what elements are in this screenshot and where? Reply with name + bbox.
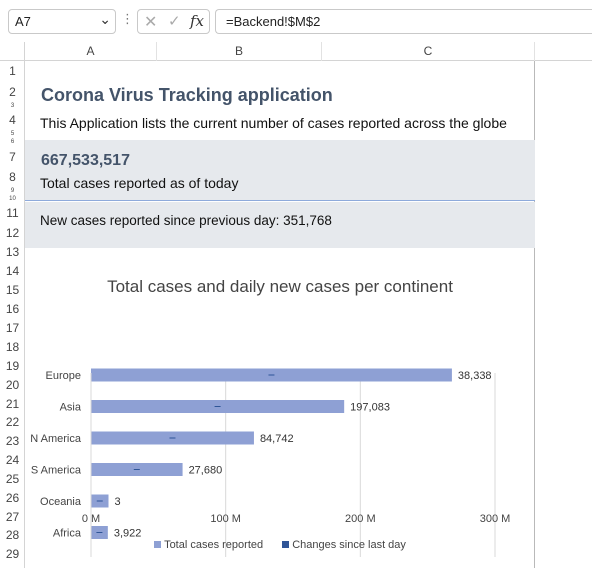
row-header-5[interactable]: 5 bbox=[10, 131, 15, 137]
x-tick-label: 100 M bbox=[210, 513, 241, 525]
legend-label-change: Changes since last day bbox=[292, 539, 406, 551]
column-headers: A B C bbox=[25, 42, 592, 61]
row-header-28[interactable]: 28 bbox=[5, 528, 20, 542]
category-label: Asia bbox=[60, 402, 82, 414]
row-header-8[interactable]: 8 bbox=[9, 170, 16, 184]
formula-bar: A7 ⌄ ⋮ ✕ ✓ fx =Backend!$M$2 bbox=[0, 0, 592, 42]
row-header-1[interactable]: 1 bbox=[9, 64, 16, 78]
data-label: 38,338 bbox=[458, 370, 492, 382]
data-label: 197,083 bbox=[350, 402, 390, 414]
row-header-12[interactable]: 12 bbox=[5, 226, 20, 240]
chevron-down-icon[interactable]: ⌄ bbox=[99, 11, 111, 27]
row-header-21[interactable]: 21 bbox=[5, 397, 20, 411]
bar-change bbox=[214, 406, 221, 407]
name-box-value[interactable]: A7 bbox=[15, 14, 31, 29]
row-header-27[interactable]: 27 bbox=[5, 510, 20, 524]
data-label: 3 bbox=[115, 496, 121, 508]
row-header-11[interactable]: 11 bbox=[6, 206, 19, 220]
row-header-9[interactable]: 9 bbox=[10, 188, 15, 194]
row-header-15[interactable]: 15 bbox=[5, 283, 20, 297]
select-all-corner[interactable] bbox=[0, 42, 25, 61]
data-label: 3,922 bbox=[114, 528, 142, 540]
total-cases-label: Total cases reported as of today bbox=[40, 175, 239, 191]
bar-change bbox=[96, 500, 103, 502]
row-header-19[interactable]: 19 bbox=[5, 359, 20, 373]
column-header-a[interactable]: A bbox=[25, 42, 157, 61]
row-header-7[interactable]: 7 bbox=[9, 150, 16, 164]
formula-buttons: ✕ ✓ fx bbox=[137, 9, 210, 34]
more-options-icon[interactable]: ⋮ bbox=[121, 11, 134, 26]
cancel-icon[interactable]: ✕ bbox=[144, 14, 158, 31]
legend-item-total: Total cases reported bbox=[154, 539, 263, 551]
row-headers: 1 2 3 4 5 6 7 8 9 10 11 12 13 14 15 16 17 18 19 20 21 22 23 24 2… bbox=[0, 61, 25, 568]
row-header-20[interactable]: 20 bbox=[5, 378, 20, 392]
data-label: 84,742 bbox=[260, 433, 294, 445]
enter-icon[interactable]: ✓ bbox=[168, 13, 181, 30]
chart-legend: Total cases reported Changes since last … bbox=[25, 539, 535, 551]
row-header-14[interactable]: 14 bbox=[5, 264, 20, 278]
row-header-4[interactable]: 4 bbox=[9, 113, 16, 127]
page-title: Corona Virus Tracking application bbox=[41, 85, 333, 105]
row-header-22[interactable]: 22 bbox=[5, 415, 20, 429]
category-label: Europe bbox=[46, 370, 81, 382]
row-header-26[interactable]: 26 bbox=[5, 491, 20, 505]
new-cases-panel: New cases reported since previous day: 3… bbox=[25, 202, 535, 248]
row-header-10[interactable]: 10 bbox=[9, 196, 16, 202]
bar-change bbox=[169, 437, 176, 439]
formula-input[interactable]: =Backend!$M$2 bbox=[215, 9, 592, 34]
new-cases-text: New cases reported since previous day: 3… bbox=[40, 213, 332, 228]
bar-change bbox=[96, 532, 103, 533]
name-box[interactable]: A7 ⌄ bbox=[8, 9, 116, 34]
x-tick-label: 300 M bbox=[480, 513, 511, 525]
row-header-6[interactable]: 6 bbox=[10, 139, 15, 145]
row-header-17[interactable]: 17 bbox=[5, 321, 20, 335]
sheet-content: Corona Virus Tracking application This A… bbox=[25, 61, 535, 568]
row-header-25[interactable]: 25 bbox=[5, 472, 20, 486]
row-header-3[interactable]: 3 bbox=[10, 103, 15, 109]
empty-grid-area bbox=[535, 61, 592, 568]
page-subtitle: This Application lists the current numbe… bbox=[40, 115, 507, 131]
total-cases-value[interactable]: 667,533,517 bbox=[41, 152, 130, 169]
bar-change bbox=[133, 469, 140, 470]
legend-swatch-change bbox=[282, 540, 290, 548]
legend-label-total: Total cases reported bbox=[164, 539, 264, 551]
row-header-24[interactable]: 24 bbox=[5, 453, 20, 467]
row-header-29[interactable]: 29 bbox=[5, 547, 20, 561]
insert-function-icon[interactable]: fx bbox=[190, 12, 205, 30]
category-label: Africa bbox=[53, 528, 82, 540]
category-label: Oceania bbox=[40, 496, 82, 508]
category-label: S America bbox=[31, 465, 82, 477]
legend-item-change: Changes since last day bbox=[282, 539, 406, 551]
legend-swatch-total bbox=[154, 540, 162, 548]
x-tick-label: 200 M bbox=[345, 513, 376, 525]
row-header-23[interactable]: 23 bbox=[5, 434, 20, 448]
row-header-2[interactable]: 2 bbox=[9, 85, 16, 99]
row-header-16[interactable]: 16 bbox=[5, 302, 20, 316]
column-header-b[interactable]: B bbox=[157, 42, 322, 61]
row-header-13[interactable]: 13 bbox=[5, 245, 20, 259]
category-label: N America bbox=[30, 433, 82, 445]
chart-title: Total cases and daily new cases per cont… bbox=[107, 277, 453, 296]
continent-chart[interactable]: Total cases and daily new cases per cont… bbox=[25, 248, 535, 568]
data-label: 27,680 bbox=[189, 465, 223, 477]
total-cases-panel: 667,533,517 Total cases reported as of t… bbox=[25, 140, 535, 201]
bar-change bbox=[268, 374, 275, 376]
formula-text[interactable]: =Backend!$M$2 bbox=[226, 14, 321, 29]
column-header-c[interactable]: C bbox=[322, 42, 535, 61]
row-header-18[interactable]: 18 bbox=[5, 340, 20, 354]
